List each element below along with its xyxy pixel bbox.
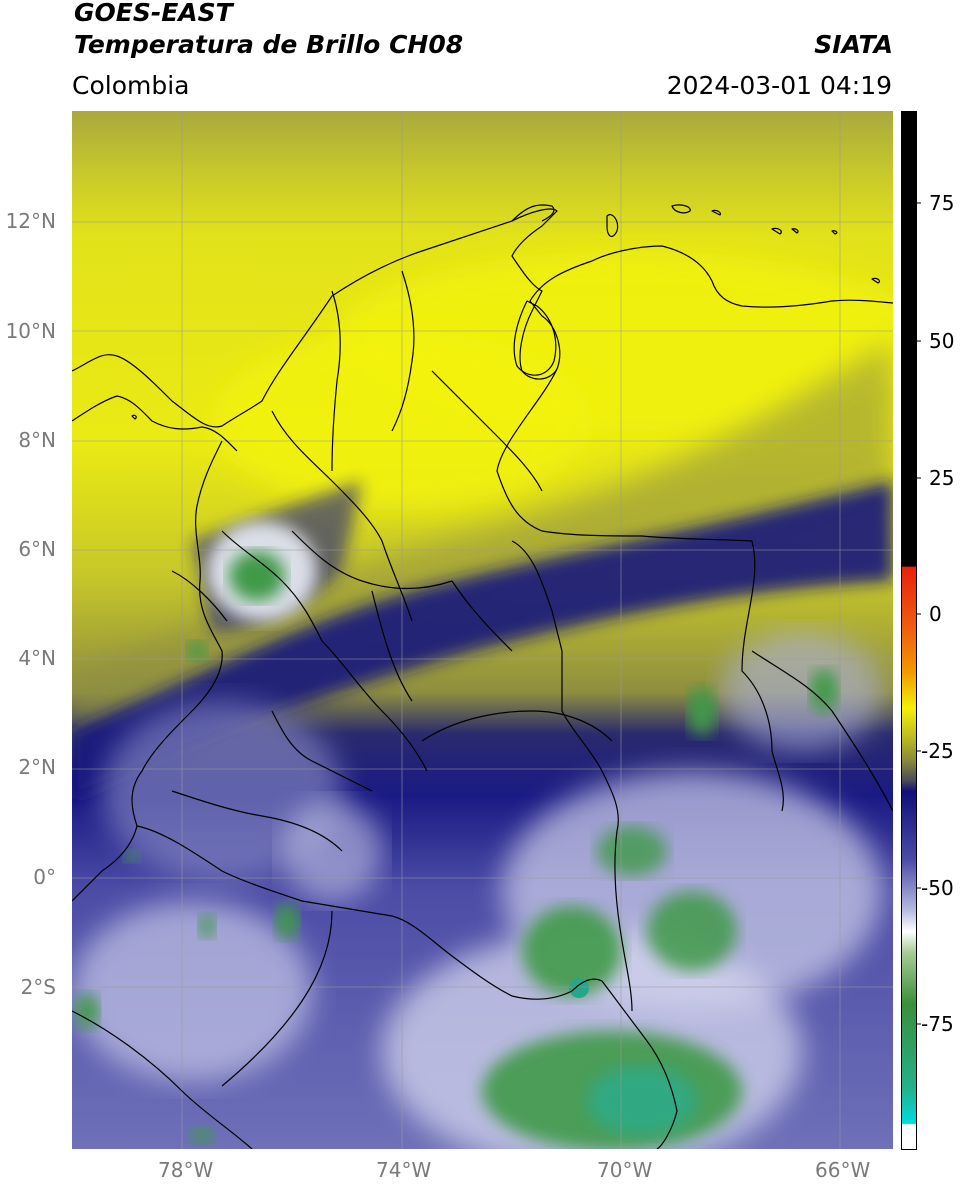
lon-label-66w: 66°W	[815, 1158, 871, 1182]
colorbar-tick-75: 75	[929, 191, 955, 215]
region-label: Colombia	[72, 71, 190, 100]
lat-label-6n: 6°N	[18, 537, 56, 561]
lat-label-12n: 12°N	[5, 209, 56, 233]
satellite-map[interactable]	[72, 111, 893, 1149]
lat-label-2n: 2°N	[18, 755, 56, 779]
lat-label-8n: 8°N	[18, 428, 56, 452]
colorbar-tick-25: 25	[929, 466, 955, 490]
brand-label: SIATA	[814, 30, 893, 59]
lat-label-0: 0°	[33, 865, 56, 889]
lat-label-4n: 4°N	[18, 646, 56, 670]
lat-label-2s: 2°S	[20, 975, 56, 999]
colorbar-tick-0: 0	[929, 602, 942, 626]
colorbar	[901, 111, 921, 1150]
lat-label-10n: 10°N	[5, 319, 56, 343]
title-satellite: GOES-EAST	[74, 0, 233, 27]
lon-label-74w: 74°W	[376, 1158, 432, 1182]
colorbar-tick-neg25: -25	[921, 739, 954, 763]
colorbar-tick-neg50: -50	[921, 876, 954, 900]
colorbar-tick-neg75: -75	[921, 1012, 954, 1036]
timestamp-label: 2024-03-01 04:19	[666, 71, 892, 100]
colorbar-tick-50: 50	[929, 329, 955, 353]
title-product: Temperatura de Brillo CH08	[74, 30, 464, 59]
map-image	[72, 111, 893, 1149]
lon-label-78w: 78°W	[158, 1158, 214, 1182]
lon-label-70w: 70°W	[597, 1158, 653, 1182]
